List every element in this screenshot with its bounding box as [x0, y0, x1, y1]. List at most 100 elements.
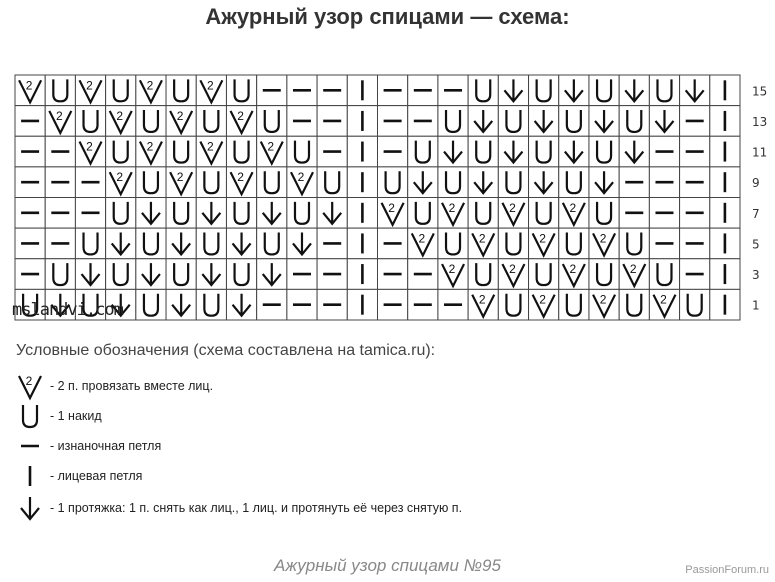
chart-cell-knit-symbol — [346, 74, 378, 107]
chart-cell-k2tog-symbol: 2 — [44, 105, 76, 137]
svg-text:2: 2 — [479, 231, 486, 245]
chart-cell-slip-knit-pass-symbol — [407, 166, 439, 198]
chart-cell-k2tog-symbol: 2 — [467, 227, 499, 260]
chart-cell-slip-knit-pass-symbol — [135, 197, 167, 229]
chart-cell-slip-knit-pass-symbol — [135, 258, 167, 290]
chart-cell-k2tog-symbol: 2 — [497, 258, 530, 290]
legend-text: - 2 п. провязать вместе лиц. — [50, 379, 214, 393]
chart-cell-purl-symbol — [377, 105, 409, 137]
chart-cell-slip-knit-pass-symbol — [105, 227, 137, 260]
chart-cell-yarn-over-symbol — [588, 135, 620, 168]
row-number: 1 — [752, 299, 760, 313]
site-watermark: PassionForum.ru — [685, 564, 769, 576]
svg-text:2: 2 — [26, 374, 33, 388]
chart-cell-purl-symbol — [679, 197, 711, 229]
chart-cell-yarn-over-symbol — [165, 258, 197, 290]
legend-text: - 1 накид — [50, 409, 102, 423]
chart-cell-slip-knit-pass-symbol — [105, 288, 137, 321]
chart-cell-purl-symbol — [377, 227, 409, 260]
legend-item: - 1 накид — [14, 402, 102, 430]
chart-cell-purl-symbol — [618, 166, 650, 198]
chart-cell-slip-knit-pass-symbol — [44, 288, 76, 321]
legend-text: - 1 протяжка: 1 п. снять как лиц., 1 лиц… — [50, 501, 463, 515]
chart-cell-yarn-over-symbol — [105, 74, 137, 107]
legend-title: Условные обозначения (схема составлена н… — [16, 342, 436, 359]
chart-cell-slip-knit-pass-symbol — [679, 74, 711, 107]
chart-cell-yarn-over-symbol — [497, 166, 530, 198]
chart-cell-slip-knit-pass-symbol — [467, 166, 499, 198]
chart-cell-k2tog-symbol: 2 — [437, 197, 469, 229]
chart-cell-knit-symbol — [709, 258, 741, 290]
chart-cell-purl-symbol — [377, 135, 409, 168]
chart-cell-yarn-over-symbol — [44, 258, 76, 290]
svg-text:2: 2 — [660, 293, 667, 307]
svg-text:2: 2 — [388, 201, 395, 215]
chart-cell-yarn-over-symbol — [497, 105, 530, 137]
chart-cell-yarn-over-symbol — [558, 227, 590, 260]
svg-text:2: 2 — [86, 78, 93, 92]
chart-cell-purl-symbol — [316, 258, 348, 290]
chart-cell-purl-symbol — [14, 135, 46, 168]
chart-cell-purl-symbol — [437, 288, 469, 321]
chart-cell-slip-knit-pass-symbol — [497, 74, 530, 107]
chart-cell-k2tog-symbol: 2 — [14, 74, 46, 107]
chart-cell-yarn-over-symbol — [588, 258, 620, 290]
chart-cell-purl-symbol — [407, 288, 439, 321]
chart-cell-purl-symbol — [44, 197, 76, 229]
chart-cell-yarn-over-symbol — [105, 135, 137, 168]
chart-cell-purl-symbol — [74, 166, 107, 198]
chart-cell-yarn-over-symbol — [558, 288, 590, 321]
chart-cell-k2tog-symbol: 2 — [165, 105, 197, 137]
svg-text:2: 2 — [116, 170, 123, 184]
chart-cell-yarn-over-symbol — [14, 288, 46, 321]
chart-cell-purl-symbol — [44, 135, 76, 168]
chart-cell-purl-symbol — [407, 74, 439, 107]
chart-cell-yarn-over-symbol — [467, 135, 499, 168]
chart-cell-slip-knit-pass-symbol — [497, 135, 530, 168]
chart-cell-yarn-over-symbol — [225, 197, 258, 229]
chart-cell-k2tog-symbol: 2 — [286, 166, 318, 198]
chart-cell-purl-symbol — [316, 135, 348, 168]
chart-cell-purl-symbol — [74, 197, 107, 229]
row-number: 9 — [752, 176, 760, 190]
chart-cell-k2tog-symbol: 2 — [74, 135, 107, 168]
chart-cell-yarn-over-symbol — [467, 197, 499, 229]
chart-cell-purl-symbol — [256, 74, 288, 107]
chart-cell-slip-knit-pass-symbol — [286, 227, 318, 260]
chart-cell-k2tog-symbol: 2 — [225, 105, 258, 137]
svg-text:2: 2 — [26, 78, 33, 92]
svg-text:2: 2 — [418, 231, 425, 245]
row-number: 15 — [752, 84, 767, 98]
legend-text: - лицевая петля — [50, 469, 143, 483]
page-title: Ажурный узор спицами — схема: — [205, 4, 570, 29]
chart-cell-knit-symbol — [709, 166, 741, 198]
chart-cell-slip-knit-pass-symbol — [256, 258, 288, 290]
chart-cell-slip-knit-pass-symbol — [648, 105, 681, 137]
chart-cell-yarn-over-symbol — [74, 105, 107, 137]
chart-cell-k2tog-symbol: 2 — [467, 288, 499, 321]
chart-cell-k2tog-symbol: 2 — [558, 258, 590, 290]
chart-cell-purl-symbol — [377, 74, 409, 107]
knitting-chart: 2 2 2 2 15 2 2 2 2 13 2 2 2 2 11 2 2 2 2 9 2 2 2 2 7 2 2 2 2 5 2 2 2 2 3 2 2… — [14, 74, 767, 321]
chart-cell-knit-symbol — [346, 227, 378, 260]
chart-cell-yarn-over-symbol — [195, 288, 227, 321]
chart-cell-purl-symbol — [286, 74, 318, 107]
chart-cell-purl-symbol — [407, 258, 439, 290]
chart-cell-slip-knit-pass-symbol — [225, 227, 258, 260]
yarn-over-icon — [21, 405, 39, 429]
chart-cell-slip-knit-pass-symbol — [467, 105, 499, 137]
chart-cell-yarn-over-symbol — [528, 135, 560, 168]
chart-cell-yarn-over-symbol — [618, 288, 650, 321]
legend-item: - изнаночная петля — [14, 432, 161, 460]
chart-cell-yarn-over-symbol — [679, 288, 711, 321]
chart-cell-purl-symbol — [14, 105, 46, 137]
chart-cell-purl-symbol — [648, 135, 681, 168]
chart-cell-yarn-over-symbol — [407, 135, 439, 168]
chart-cell-purl-symbol — [407, 105, 439, 137]
chart-cell-purl-symbol — [14, 197, 46, 229]
chart-cell-purl-symbol — [14, 166, 46, 198]
chart-cell-k2tog-symbol: 2 — [588, 227, 620, 260]
chart-cell-yarn-over-symbol — [135, 288, 167, 321]
svg-text:2: 2 — [509, 201, 516, 215]
svg-text:2: 2 — [539, 293, 546, 307]
